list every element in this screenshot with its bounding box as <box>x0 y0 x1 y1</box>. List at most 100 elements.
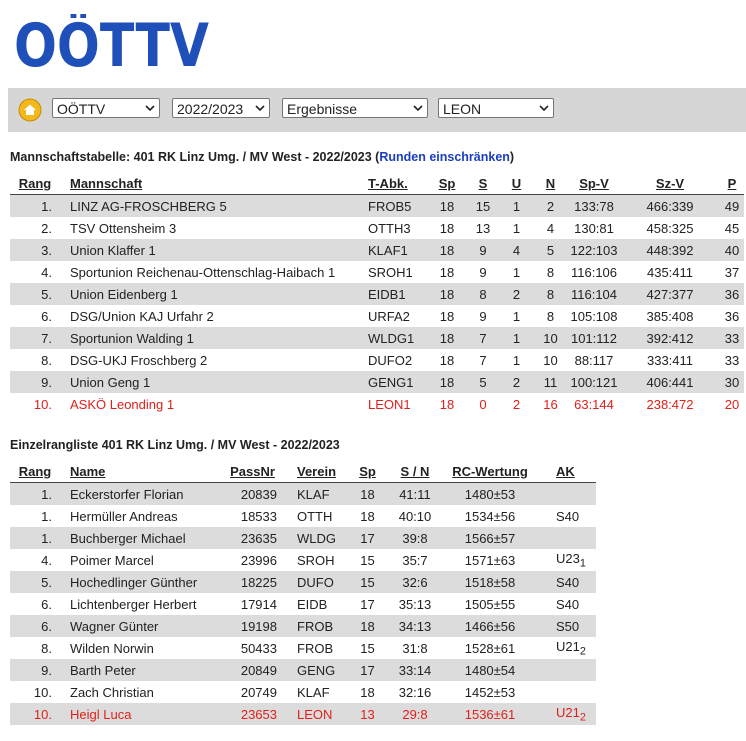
table-cell: 10 <box>543 352 558 368</box>
column-header[interactable]: Sp <box>350 460 385 483</box>
table-cell: 18 <box>350 482 385 505</box>
table-cell: KLAF <box>297 684 330 700</box>
table-cell: 30 <box>720 371 744 393</box>
table-cell: 18 <box>360 508 375 524</box>
table-cell: DSG-UKJ Froschberg 2 <box>70 352 208 368</box>
table-cell: 20849 <box>220 659 285 681</box>
table-cell: 34:13 <box>385 615 445 637</box>
table-cell: 20749 <box>240 684 277 700</box>
column-header[interactable]: Name <box>60 460 220 483</box>
column-header[interactable]: Sz-V <box>620 172 720 195</box>
table-cell: Sportunion Reichenau-Ottenschlag-Haibach… <box>70 264 336 280</box>
table-cell: 1466±56 <box>445 615 535 637</box>
dropdown-arrow <box>539 105 549 112</box>
table-cell: S40 <box>556 596 580 612</box>
table-cell: 1 <box>512 220 521 236</box>
dropdown[interactable]: Ergebnisse <box>282 98 428 118</box>
dropdown-arrow <box>413 105 423 112</box>
table-cell: 36 <box>724 308 740 324</box>
home-button[interactable] <box>18 98 42 122</box>
table-cell: 406:441 <box>620 371 720 393</box>
column-header[interactable]: Sp <box>428 172 466 195</box>
logo: OÖTTV <box>14 14 209 76</box>
table-cell: 5 <box>466 371 500 393</box>
table-cell: 16 <box>543 396 558 412</box>
table-cell: 8 <box>546 264 555 280</box>
table-cell: Hermüller Andreas <box>70 508 178 524</box>
team-table: Rang Mannschaft T-Abk. Sp S U N Sp-V Sz-V P 1. LINZ… <box>10 172 744 415</box>
table-cell: 40 <box>720 239 744 261</box>
table-row: 1. Hermüller Andreas 18533 OTTH 18 40:10 1534±… <box>10 505 596 527</box>
table-cell: 1566±57 <box>445 527 535 549</box>
table-cell: 40:10 <box>398 508 432 524</box>
table-cell: 15 <box>360 552 375 568</box>
table-cell: 7 <box>466 327 500 349</box>
table-cell: 18 <box>439 308 455 324</box>
table-cell: OTTH3 <box>368 220 411 236</box>
table-cell: U212 <box>535 637 596 659</box>
table-row: 5. Hochedlinger Günther 18225 DUFO 15 32:6 151… <box>10 571 596 593</box>
table-cell: 17 <box>350 659 385 681</box>
table-cell: 18533 <box>240 508 277 524</box>
column-header[interactable]: Rang <box>10 460 60 483</box>
table-cell: 36 <box>720 283 744 305</box>
table-cell: FROB5 <box>358 194 428 217</box>
table-cell: 32:6 <box>385 571 445 593</box>
column-header[interactable]: U <box>500 172 533 195</box>
column-header[interactable]: Rang <box>10 172 60 195</box>
dropdown[interactable]: 2022/2023 <box>172 98 270 118</box>
column-header[interactable]: P <box>720 172 744 195</box>
table-cell: 10. <box>33 684 52 700</box>
dropdown[interactable]: OÖTTV <box>52 98 160 118</box>
table-cell: 6. <box>10 615 60 637</box>
table-cell: S40 <box>556 508 580 524</box>
table-cell: 23635 <box>220 527 285 549</box>
table-cell: Barth Peter <box>60 659 220 681</box>
table-cell: KLAF <box>285 482 350 505</box>
toolbar: OÖTTV 2022/2023 Ergebnisse LEON <box>8 88 746 132</box>
table-cell <box>535 659 596 681</box>
table-row: 10. ASKÖ Leonding 1 LEON1 18 0 2 16 63:144 238:4… <box>10 393 744 415</box>
table-cell: 100:121 <box>568 371 620 393</box>
table-cell: ASKÖ Leonding 1 <box>70 396 175 412</box>
table-cell: 0 <box>479 396 487 412</box>
table-cell: 7. <box>10 327 60 349</box>
table-cell: LINZ AG-FROSCHBERG 5 <box>60 194 358 217</box>
table-cell: 18 <box>439 396 455 412</box>
table-cell: 33 <box>720 327 744 349</box>
column-header[interactable]: S <box>466 172 500 195</box>
column-header[interactable]: T-Abk. <box>358 172 428 195</box>
table-cell: 4. <box>41 264 52 280</box>
column-header[interactable]: Verein <box>285 460 350 483</box>
table-cell: 448:392 <box>620 239 720 261</box>
table-row: 8. Wilden Norwin 50433 FROB 15 31:8 1528±61 U21… <box>10 637 596 659</box>
table-cell: KLAF1 <box>358 239 428 261</box>
table-cell: FROB <box>297 640 334 656</box>
table-cell: 6. <box>41 308 52 324</box>
table-cell: 49 <box>720 194 744 217</box>
table-row: 1. LINZ AG-FROSCHBERG 5 FROB5 18 15 1 2 133:78 4… <box>10 194 744 217</box>
column-header[interactable]: RC-Wertung <box>445 460 535 483</box>
column-header[interactable]: N <box>533 172 568 195</box>
table-cell: 31:8 <box>402 640 428 656</box>
table-cell: 9. <box>10 371 60 393</box>
table-cell: 238:472 <box>646 396 694 412</box>
column-header[interactable]: Mannschaft <box>60 172 358 195</box>
table-cell: 8. <box>41 640 52 656</box>
table-row: 4. Poimer Marcel 23996 SROH 15 35:7 1571±63 U23… <box>10 549 596 571</box>
table-cell: 2 <box>500 371 533 393</box>
table-cell: U212 <box>535 703 596 725</box>
table-cell: LEON1 <box>368 396 411 412</box>
column-header[interactable]: PassNr <box>220 460 285 483</box>
team-table-title: Mannschaftstabelle: 401 RK Linz Umg. / M… <box>10 150 514 164</box>
table-row: 6. DSG/Union KAJ Urfahr 2 URFA2 18 9 1 8 105:10… <box>10 305 744 327</box>
table-cell: SROH <box>297 552 335 568</box>
dropdown[interactable]: LEON <box>438 98 554 118</box>
rounds-link[interactable]: Runden einschränken <box>379 150 510 164</box>
table-cell: 1536±61 <box>445 703 535 725</box>
table-cell: 4. <box>41 552 52 568</box>
column-header[interactable]: Sp-V <box>568 172 620 195</box>
column-header[interactable]: AK <box>535 460 596 483</box>
column-header[interactable]: S / N <box>385 460 445 483</box>
cell-text: U21 <box>556 704 580 720</box>
